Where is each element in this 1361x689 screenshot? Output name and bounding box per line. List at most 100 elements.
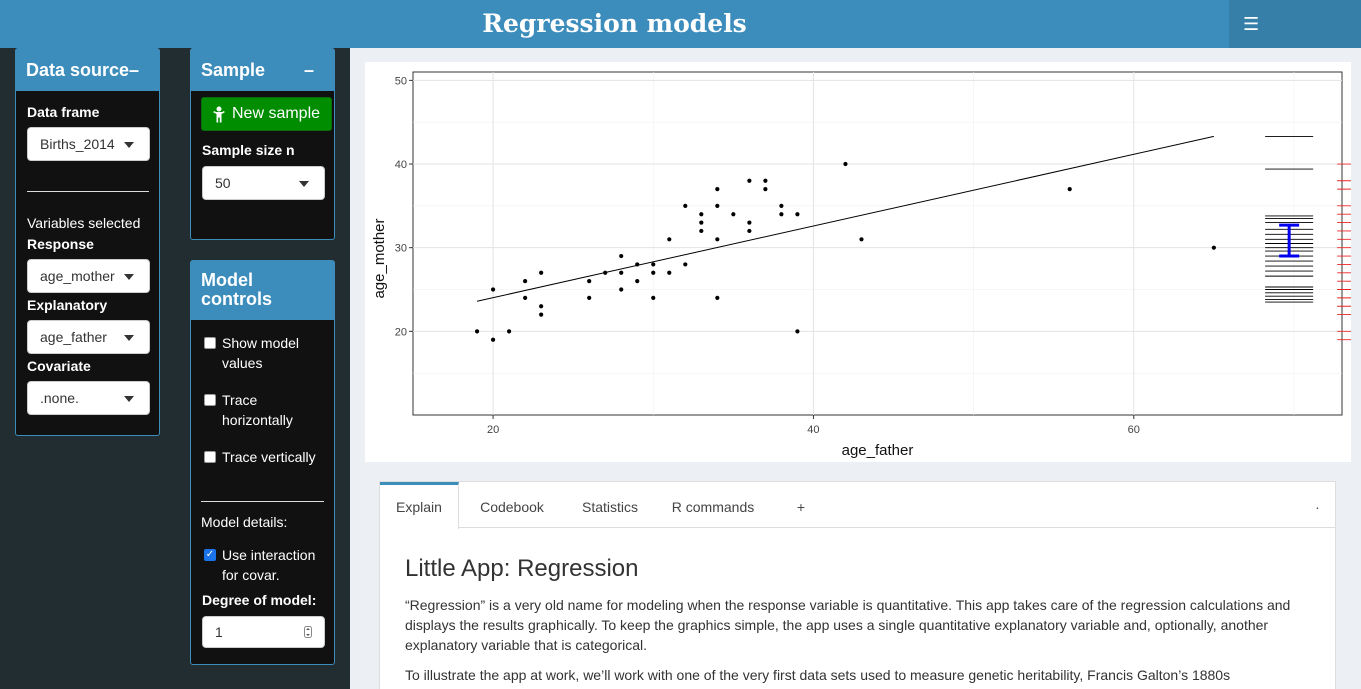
data-point bbox=[763, 187, 768, 192]
data-point bbox=[843, 161, 848, 167]
degree-value: 1 bbox=[215, 624, 223, 640]
sidebar-toggle-icon[interactable]: ☰ bbox=[1229, 0, 1361, 48]
data-source-collapse-button[interactable]: – bbox=[129, 60, 140, 80]
new-sample-button[interactable]: New sample bbox=[201, 97, 332, 131]
data-point bbox=[683, 203, 688, 208]
model-controls-title-line2: controls bbox=[201, 289, 273, 309]
use-interaction-line1: Use interaction bbox=[222, 547, 316, 563]
data-point bbox=[474, 329, 480, 334]
trace-horizontally-checkbox[interactable] bbox=[204, 394, 216, 406]
data-point bbox=[523, 279, 528, 284]
data-point bbox=[587, 295, 592, 300]
sample-collapse-button[interactable]: – bbox=[303, 60, 314, 80]
data-point bbox=[619, 287, 624, 292]
trace-horizontally-line1: Trace bbox=[222, 392, 258, 408]
data-source-box: Data source– Data frame Births_2014 Vari… bbox=[15, 48, 160, 436]
model-controls-box: Model controls Show model values Trace h… bbox=[190, 260, 335, 665]
covariate-select[interactable]: .none. bbox=[27, 381, 150, 415]
sample-size-label: Sample size n bbox=[202, 142, 295, 158]
y-tick-label: 20 bbox=[395, 326, 407, 338]
data-point bbox=[715, 295, 720, 300]
tab-statistics[interactable]: Statistics bbox=[581, 499, 638, 515]
tab-more[interactable]: · bbox=[1315, 499, 1320, 515]
trace-vertically-checkbox[interactable] bbox=[204, 451, 216, 463]
data-frame-select[interactable]: Births_2014 bbox=[27, 127, 150, 161]
data-point bbox=[651, 270, 656, 275]
data-point bbox=[715, 203, 720, 208]
response-value: age_mother bbox=[40, 268, 115, 284]
explanatory-select[interactable]: age_father bbox=[27, 320, 150, 354]
model-details-label: Model details: bbox=[201, 514, 288, 530]
data-source-header: Data source– bbox=[16, 49, 159, 91]
use-interaction-label: Use interaction for covar. bbox=[222, 545, 315, 585]
data-point bbox=[747, 228, 752, 234]
data-source-title: Data source bbox=[26, 60, 130, 80]
use-interaction-checkbox[interactable]: ✓ bbox=[204, 549, 216, 561]
new-sample-label: New sample bbox=[232, 105, 321, 122]
sample-box: Sample – New sample Sample size n 50 bbox=[190, 48, 335, 240]
plot-area bbox=[412, 71, 1343, 416]
data-point bbox=[539, 270, 544, 275]
data-point bbox=[795, 329, 800, 334]
data-point bbox=[651, 295, 656, 300]
chevron-down-icon bbox=[124, 142, 134, 148]
trace-horizontally-line2: horizontally bbox=[222, 412, 293, 428]
chevron-down-icon bbox=[299, 181, 309, 187]
sample-size-select[interactable]: 50 bbox=[202, 166, 325, 200]
plot-panel: 20 40 60 20 30 40 50 age_father age_mother bbox=[365, 62, 1351, 462]
sample-size-value: 50 bbox=[215, 175, 231, 191]
x-tick-label: 60 bbox=[1128, 424, 1140, 436]
chevron-down-icon bbox=[124, 335, 134, 341]
show-model-values-line2: values bbox=[222, 355, 263, 371]
spinner-icon[interactable] bbox=[304, 626, 312, 638]
sidebar: Data source– Data frame Births_2014 Vari… bbox=[0, 48, 350, 689]
variables-selected-label: Variables selected bbox=[27, 215, 141, 231]
tab-add[interactable]: + bbox=[796, 499, 806, 515]
data-point bbox=[1067, 187, 1072, 192]
x-tick-label: 20 bbox=[487, 424, 499, 436]
page-title: Regression models bbox=[482, 9, 747, 38]
y-tick-label: 40 bbox=[395, 159, 407, 171]
explain-paragraph-1-line-2: displays the results graphically. To kee… bbox=[405, 617, 1269, 633]
scatter-plot: 20 40 60 20 30 40 50 age_father age_mother bbox=[371, 71, 1351, 459]
show-model-values-label: Show model values bbox=[222, 333, 299, 373]
covariate-value: .none. bbox=[40, 390, 79, 406]
divider bbox=[27, 191, 149, 192]
tab-panel: Explain Codebook Statistics R commands +… bbox=[379, 481, 1336, 689]
explain-title: Little App: Regression bbox=[405, 555, 639, 582]
data-point bbox=[699, 212, 704, 217]
chevron-down-icon bbox=[124, 274, 134, 280]
degree-input[interactable]: 1 bbox=[202, 616, 325, 648]
fit-line bbox=[476, 135, 1214, 302]
explain-paragraph-1: “Regression” is a very old name for mode… bbox=[405, 595, 1310, 655]
sample-header: Sample – bbox=[191, 49, 334, 91]
trace-vertically-label: Trace vertically bbox=[222, 449, 316, 465]
app-header: Regression models ☰ bbox=[0, 0, 1361, 48]
tab-explain[interactable]: Explain bbox=[380, 482, 459, 529]
data-point bbox=[1211, 245, 1216, 250]
data-point bbox=[635, 279, 640, 284]
explain-paragraph-1-line-3: explanatory variable that is categorical… bbox=[405, 637, 648, 653]
data-point bbox=[635, 262, 640, 267]
show-model-values-line1: Show model bbox=[222, 335, 300, 351]
use-interaction-line2: for covar. bbox=[222, 567, 280, 583]
explain-paragraph-2-line-1: To illustrate the app at work, we’ll wor… bbox=[405, 667, 1231, 683]
data-point bbox=[619, 270, 624, 275]
data-point bbox=[699, 220, 704, 225]
y-tick-label: 30 bbox=[395, 243, 407, 255]
explanatory-label: Explanatory bbox=[27, 297, 108, 313]
show-model-values-checkbox[interactable] bbox=[204, 337, 216, 349]
y-axis-label: age_mother bbox=[371, 218, 388, 298]
tab-codebook[interactable]: Codebook bbox=[480, 499, 544, 515]
data-point bbox=[859, 237, 864, 242]
response-select[interactable]: age_mother bbox=[27, 259, 150, 293]
data-point bbox=[619, 253, 624, 259]
response-label: Response bbox=[27, 236, 94, 252]
data-point bbox=[747, 220, 752, 225]
tab-r-commands[interactable]: R commands bbox=[671, 499, 755, 515]
data-point bbox=[651, 262, 656, 267]
data-point bbox=[507, 329, 512, 334]
data-point bbox=[715, 187, 720, 192]
data-point bbox=[747, 178, 752, 183]
data-point bbox=[683, 262, 688, 267]
